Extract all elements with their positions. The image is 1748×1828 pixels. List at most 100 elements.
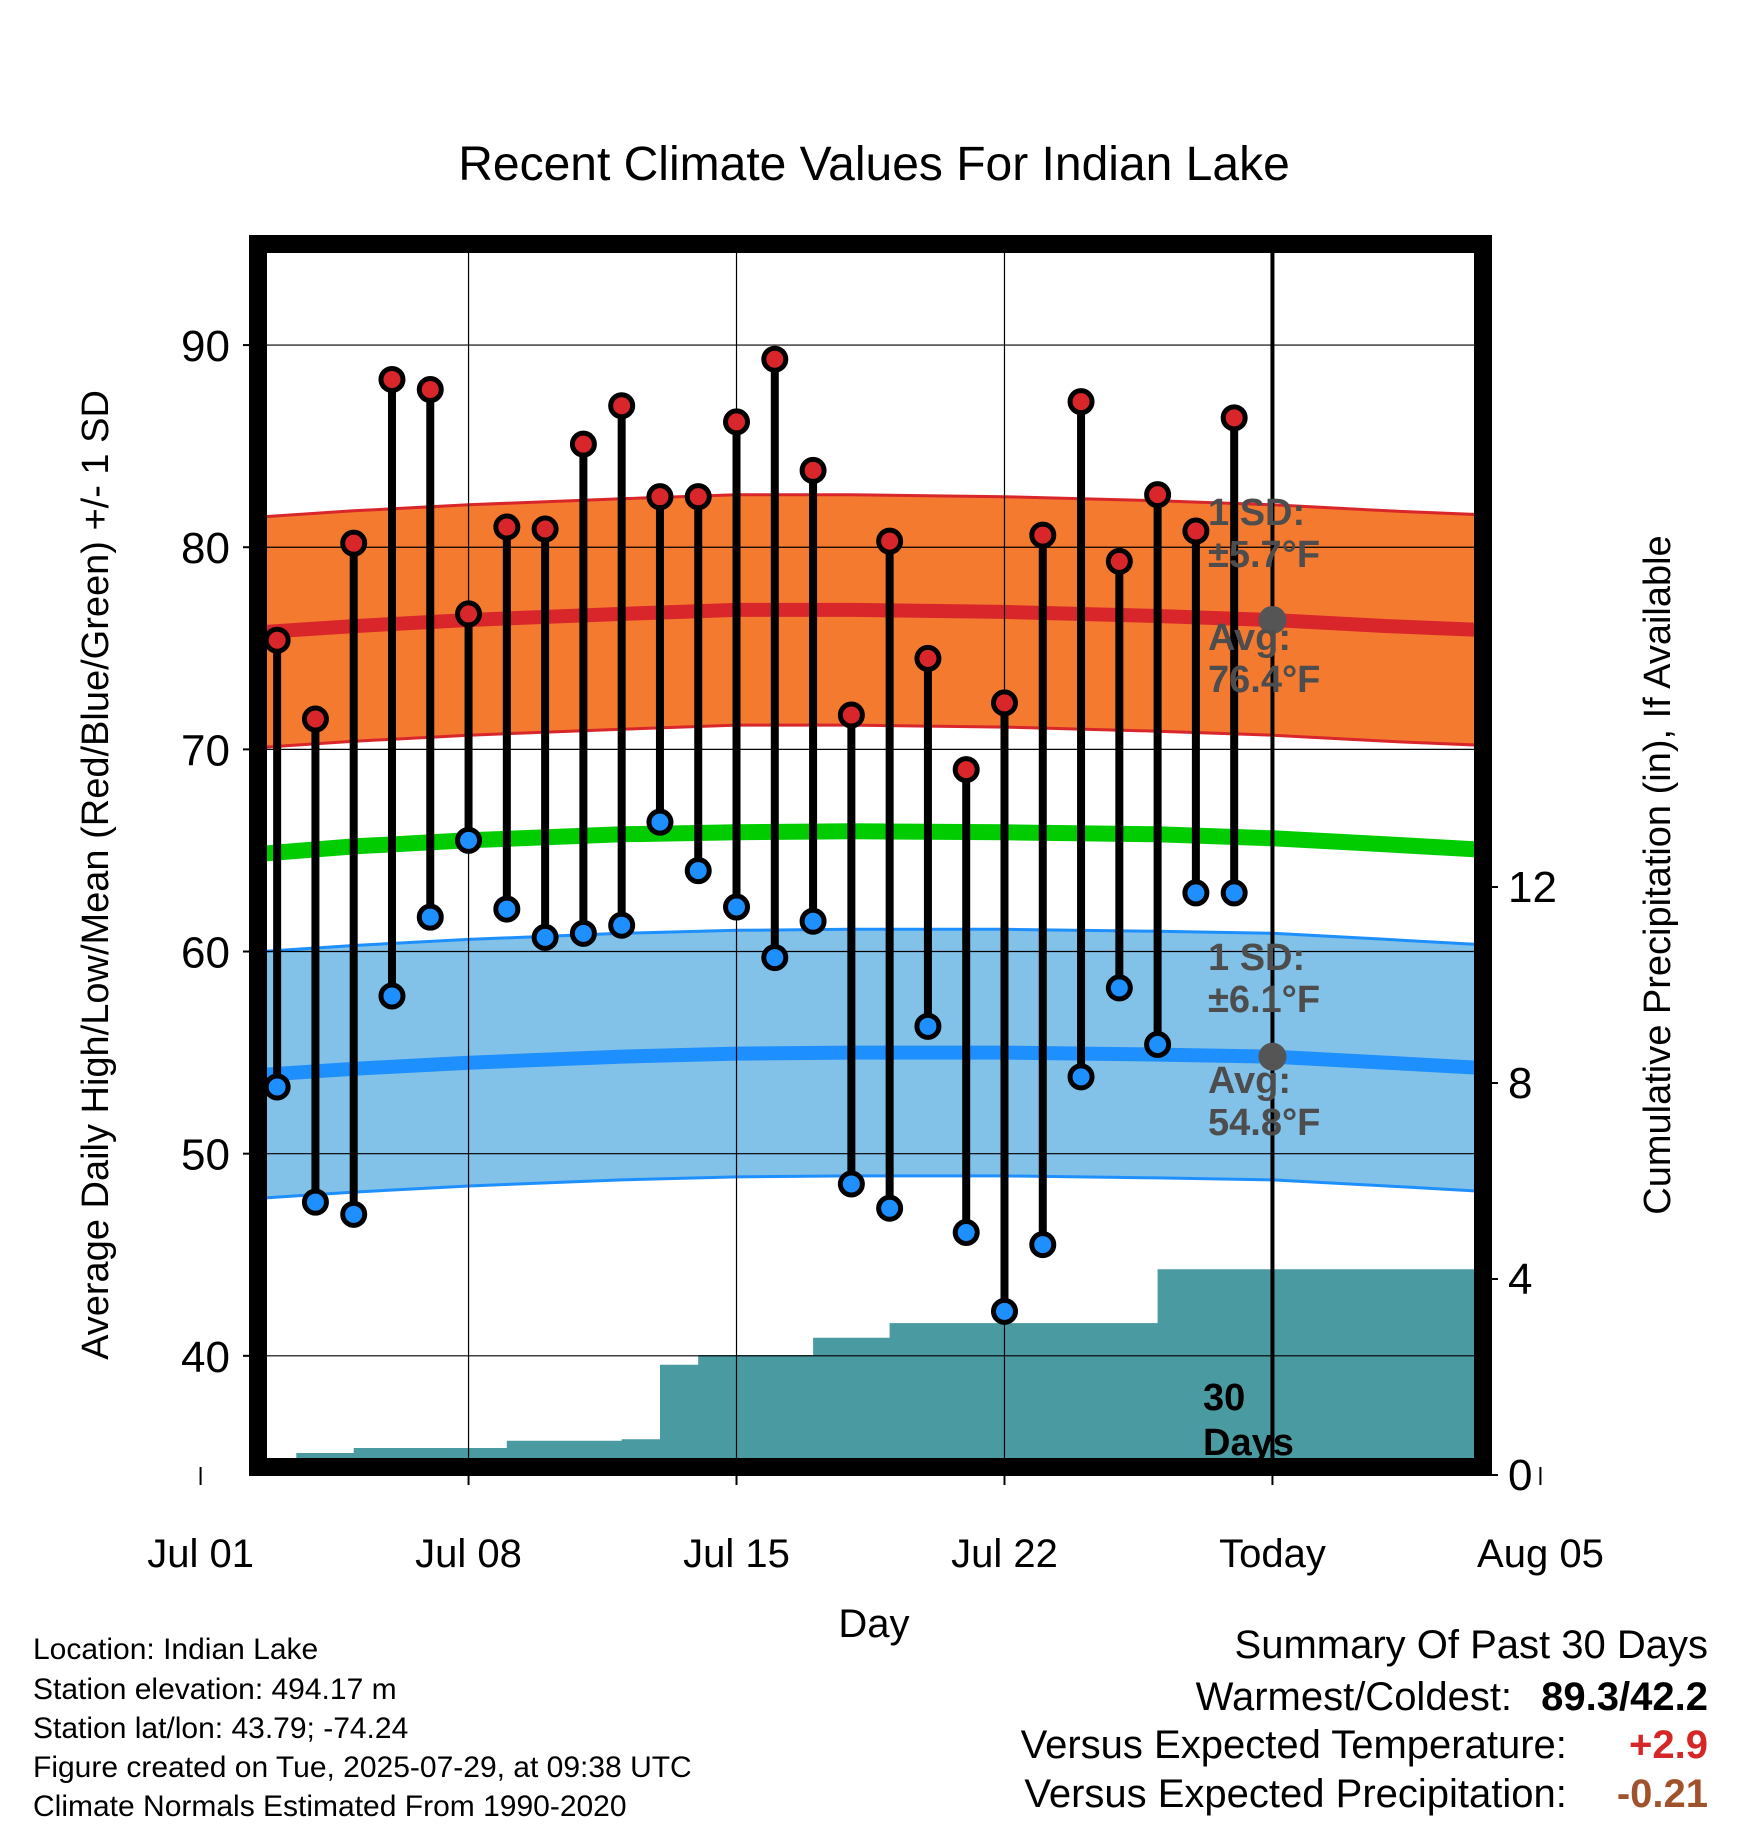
x-tick-label: Jul 08 (415, 1532, 522, 1576)
daily-high-point (1144, 481, 1172, 509)
daily-high-point (1220, 404, 1248, 432)
daily-high-point (1182, 517, 1210, 545)
summary-temp: Versus Expected Temperature: +2.9 (1021, 1723, 1708, 1768)
plot-frame (249, 235, 1492, 1476)
daily-high-point (493, 513, 521, 541)
daily-low-point (799, 907, 827, 935)
high-sd-annotation-line: 1 SD: (1208, 492, 1305, 534)
daily-low-point (301, 1188, 329, 1216)
daily-high-point (990, 689, 1018, 717)
low-avg-annotation: Avg: 54.8°F (1208, 1060, 1320, 1144)
summary-warmest: Warmest/Coldest: 89.3/42.2 (1196, 1675, 1708, 1720)
daily-high-point (608, 392, 636, 420)
y2-tick-label: 12 (1508, 863, 1557, 912)
daily-low-point (1144, 1031, 1172, 1059)
low-avg-marker (1258, 1042, 1287, 1071)
temp-label: Versus Expected Temperature: (1020, 1723, 1567, 1767)
daily-low-point (608, 911, 636, 939)
daily-low-point (952, 1219, 980, 1247)
daily-low-point (684, 857, 712, 885)
daily-high-point (263, 626, 291, 654)
high-sd-upper-edge (258, 493, 1483, 519)
high-sd-lower-edge (258, 723, 1483, 750)
daily-high-point (228, 508, 250, 530)
x-tick-label: Jul 22 (951, 1532, 1058, 1576)
chart-title: Recent Climate Values For Indian Lake (458, 138, 1290, 191)
daily-low-point (455, 826, 483, 854)
y-tick-label: 70 (181, 726, 230, 775)
daily-high-point (151, 407, 173, 429)
info-elevation: Station elevation: 494.17 m (33, 1673, 397, 1706)
y-tick-label: 90 (181, 322, 230, 371)
x-tick-label: Today (1219, 1532, 1326, 1576)
daily-low-point (151, 1147, 173, 1169)
low-sd-annotation-line: ±6.1°F (1208, 979, 1320, 1021)
daily-high-point (455, 600, 483, 628)
high-sd-band (258, 494, 1483, 748)
daily-high-point (340, 529, 368, 557)
daily-high-point (684, 483, 712, 511)
daily-high-point (646, 483, 674, 511)
daily-low-point (378, 982, 406, 1010)
x-axis-label: Day (838, 1602, 909, 1646)
low-avg-annotation-line: Avg: (1208, 1060, 1291, 1102)
daily-low-point (761, 944, 789, 972)
daily-low-point (1105, 974, 1133, 1002)
daily-low-point (228, 1019, 250, 1041)
summary-title: Summary Of Past 30 Days (1234, 1623, 1708, 1667)
warmest-label: Warmest/Coldest: (1195, 1675, 1513, 1719)
daily-low-point (1029, 1231, 1057, 1259)
y-tick-label: 50 (181, 1131, 230, 1180)
daily-low-point (340, 1200, 368, 1228)
precip-value: -0.21 (1616, 1772, 1708, 1816)
daily-high-point (301, 705, 329, 733)
today-days-annotation-line: Days (1203, 1422, 1294, 1464)
y2-axis-label: Cumulative Precipitation (in), If Availa… (1637, 535, 1679, 1214)
daily-low-point (569, 919, 597, 947)
info-normals: Climate Normals Estimated From 1990-2020 (33, 1790, 627, 1823)
daily-low-point (723, 893, 751, 921)
info-latlon: Station lat/lon: 43.79; -74.24 (33, 1712, 409, 1745)
low-avg-annotation-line: 54.8°F (1208, 1102, 1320, 1144)
daily-high-point (416, 376, 444, 404)
daily-low-point (876, 1194, 904, 1222)
normal-low-line (258, 1045, 1483, 1083)
today-days-annotation-line: 30 (1203, 1377, 1245, 1419)
low-sd-annotation: 1 SD: ±6.1°F (1208, 937, 1320, 1021)
y-axis-label: Average Daily High/Low/Mean (Red/Blue/Gr… (75, 390, 117, 1360)
x-tick-label: Jul 15 (683, 1532, 790, 1576)
precip-label: Versus Expected Precipitation: (1024, 1772, 1567, 1816)
today-days-annotation: 30 Days (1203, 1377, 1294, 1464)
daily-low-point (1182, 879, 1210, 907)
low-sd-band (258, 929, 1483, 1199)
x-tick-label: Aug 05 (1477, 1532, 1604, 1576)
daily-low-point (416, 903, 444, 931)
daily-low-point (646, 808, 674, 836)
daily-high-point (1029, 521, 1057, 549)
y2-tick-label: 4 (1508, 1255, 1532, 1304)
daily-high-point (761, 345, 789, 373)
temp-value: +2.9 (1629, 1723, 1708, 1767)
daily-high-point (531, 515, 559, 543)
low-sd-annotation-line: 1 SD: (1208, 937, 1305, 979)
normal-mean-line (258, 823, 1483, 862)
info-location: Location: Indian Lake (33, 1633, 319, 1666)
high-avg-marker (1258, 605, 1287, 634)
info-created: Figure created on Tue, 2025-07-29, at 09… (33, 1751, 692, 1784)
daily-low-point (990, 1297, 1018, 1325)
y-tick-label: 40 (181, 1333, 230, 1382)
low-sd-lower-edge (258, 1174, 1483, 1200)
high-sd-annotation: 1 SD: ±5.7°F (1208, 492, 1320, 576)
summary-precip: Versus Expected Precipitation: -0.21 (1024, 1772, 1708, 1817)
y-tick-label: 60 (181, 929, 230, 978)
high-sd-annotation-line: ±5.7°F (1208, 534, 1320, 576)
daily-low-point (1067, 1063, 1095, 1091)
daily-high-point (378, 365, 406, 393)
normal-high-line (258, 602, 1483, 640)
daily-high-point (569, 430, 597, 458)
daily-low-point (531, 923, 559, 951)
daily-high-point (952, 756, 980, 784)
daily-high-point (1105, 547, 1133, 575)
